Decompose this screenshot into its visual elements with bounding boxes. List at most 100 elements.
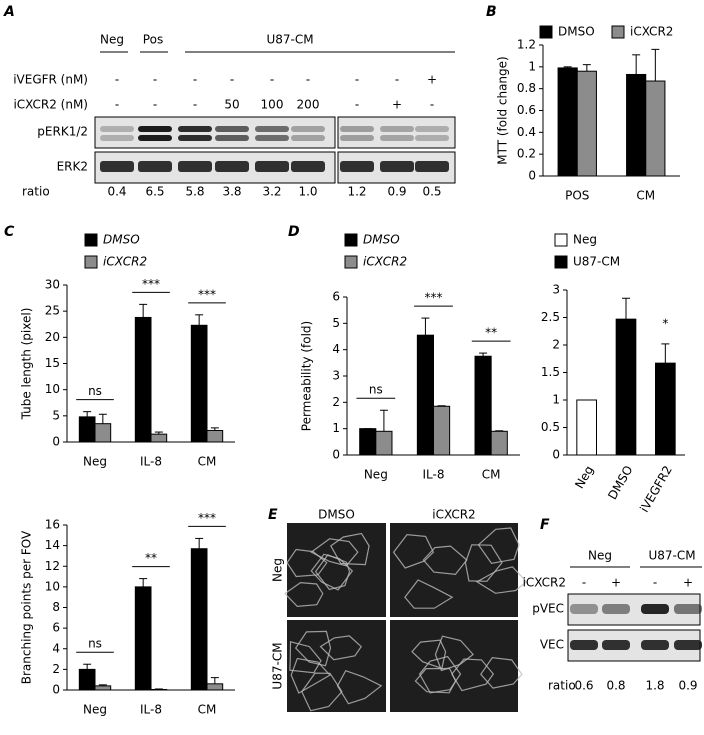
band [138,126,172,132]
bar [206,429,224,443]
band [100,126,134,132]
row-label: iVEGFR (nM) [13,73,88,87]
lane-label: - [430,98,434,112]
y-tick-label: 1 [528,59,536,73]
cell-outline [404,579,454,609]
band [138,135,172,141]
ratio-value: 3.8 [222,185,241,199]
group-label: Neg [100,33,124,47]
y-tick-label: 0.8 [517,81,536,95]
error-bar [210,427,219,431]
bar [490,430,508,456]
y-tick-label: 0.6 [517,103,536,117]
y-tick-label: 15 [45,356,60,370]
panel-label: F [540,517,550,533]
bar [416,334,434,456]
band [291,135,325,141]
y-tick-label: 6 [52,621,60,635]
lane-label: - [193,98,197,112]
lane-label: - [355,98,359,112]
y-tick-label: 2 [332,395,340,409]
band [641,640,669,650]
cell-outline [480,656,523,689]
x-tick-label: IL-8 [423,468,445,482]
ratio-value: 0.9 [387,185,406,199]
y-tick-label: 30 [45,278,60,292]
cell-outline [475,566,528,594]
significance-label: ns [88,637,102,651]
ratio-value: 3.2 [262,185,281,199]
band [641,604,669,614]
bar [655,362,676,456]
error-bar [421,317,430,336]
lane-label: - [115,98,119,112]
cell-outline [330,532,370,566]
y-tick-label: 10 [45,579,60,593]
x-tick-label: CM [482,468,501,482]
y-tick-label: 14 [45,538,60,552]
y-tick-label: 5 [332,316,340,330]
error-bar [563,66,572,68]
significance-label: ** [145,551,157,565]
cell-outline [294,630,332,667]
lane-label: - [582,576,586,590]
band [138,161,172,172]
band [340,161,374,172]
bar [78,668,96,691]
lane-label: - [115,73,119,87]
row-label: Neg [271,558,285,582]
band [291,126,325,132]
legend-swatch [344,255,358,269]
y-tick-label: 0 [52,683,60,697]
lane-label: - [193,73,197,87]
band-label: pVEC [532,602,564,616]
band [570,640,598,650]
lane-label: - [306,73,310,87]
y-tick-label: 1 [332,421,340,435]
significance-label: *** [425,291,443,305]
x-tick-label: CM [198,455,217,469]
band [602,640,630,650]
y-tick-label: 6 [332,290,340,304]
band [178,135,212,141]
error-bar [661,343,670,364]
legend-swatch [344,233,358,247]
y-tick-label: 0 [52,435,60,449]
bar [375,430,393,456]
x-tick-label: Neg [364,468,388,482]
cell-outline [414,667,457,694]
y-tick-label: 20 [45,330,60,344]
band [340,126,374,132]
blot [337,116,456,149]
y-tick-label: 0.2 [517,147,536,161]
ratio-value: 5.8 [185,185,204,199]
y-tick-label: 5 [52,408,60,422]
ratio-value: 0.5 [422,185,441,199]
y-tick-label: 1 [552,393,560,407]
legend-label: DMSO [558,25,595,39]
legend-label: DMSO [103,233,140,247]
legend-swatch [84,233,98,247]
cell-outline [422,545,468,576]
error-bar [98,684,107,686]
band [415,161,449,172]
error-bar [622,297,630,320]
legend-label: DMSO [363,233,400,247]
bar [134,316,152,443]
y-tick-label: 2 [52,662,60,676]
band [380,161,414,172]
error-bar [98,413,107,424]
x-tick-label: POS [565,189,589,203]
significance-label: *** [198,511,216,525]
y-axis-label: MTT (fold change) [496,56,510,164]
band [255,161,289,172]
bar [134,586,152,691]
x-tick-label: IL-8 [140,455,162,469]
band [674,604,702,614]
error-bar [479,352,488,357]
legend-swatch [84,255,98,269]
bar [94,423,112,443]
band [380,135,414,141]
column-label: DMSO [318,508,355,522]
lane-label: - [230,73,234,87]
